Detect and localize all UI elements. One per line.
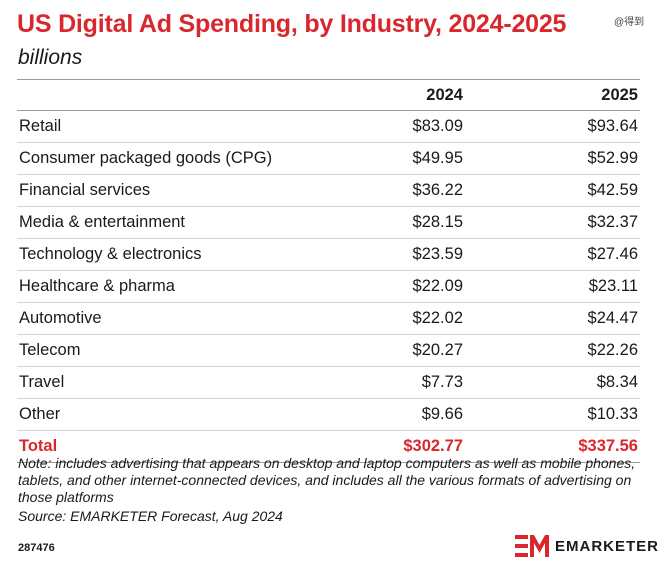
row-2024-value: $9.66 xyxy=(421,405,463,423)
total-2025-value: $337.56 xyxy=(578,437,638,455)
row-2025-value: $24.47 xyxy=(587,309,638,327)
row-label: Automotive xyxy=(19,309,102,327)
row-label: Financial services xyxy=(19,181,151,199)
footnote: Note: includes advertising that appears … xyxy=(18,455,636,505)
row-2024-value: $83.09 xyxy=(412,117,463,135)
source-line: Source: EMARKETER Forecast, Aug 2024 xyxy=(18,508,283,524)
row-2025-value: $93.64 xyxy=(587,117,638,135)
row-2025-value: $42.59 xyxy=(587,181,638,199)
table-row: Other $9.66 $10.33 xyxy=(17,399,640,431)
row-label: Telecom xyxy=(19,341,81,359)
row-2025-value: $32.37 xyxy=(587,213,638,231)
table-row: Financial services $36.22 $42.59 xyxy=(17,175,640,207)
table-row: Technology & electronics $23.59 $27.46 xyxy=(17,239,640,271)
row-2024-value: $22.02 xyxy=(412,309,463,327)
table-top-rule xyxy=(17,79,640,80)
chart-subtitle: billions xyxy=(18,46,83,69)
table-row: Travel $7.73 $8.34 xyxy=(17,367,640,399)
brand-logo: EMARKETER xyxy=(515,534,659,558)
total-2024-value: $302.77 xyxy=(403,437,463,455)
total-label: Total xyxy=(19,437,58,455)
row-2025-value: $52.99 xyxy=(587,149,638,167)
table-row: Retail $83.09 $93.64 xyxy=(17,111,640,143)
row-2025-value: $10.33 xyxy=(587,405,638,423)
chart-title: US Digital Ad Spending, by Industry, 202… xyxy=(17,10,567,38)
row-2024-value: $36.22 xyxy=(412,181,463,199)
row-label: Consumer packaged goods (CPG) xyxy=(19,149,273,167)
table-header-row: 2024 2025 xyxy=(17,80,640,111)
data-table: 2024 2025 Retail $83.09 $93.64 Consumer pac… xyxy=(17,79,640,463)
row-2025-value: $23.11 xyxy=(588,277,638,295)
column-header-2025: 2025 xyxy=(601,86,638,104)
table-row: Automotive $22.02 $24.47 xyxy=(17,303,640,335)
row-2025-value: $8.34 xyxy=(596,373,638,391)
table-row: Telecom $20.27 $22.26 xyxy=(17,335,640,367)
table-body: Retail $83.09 $93.64 Consumer packaged good… xyxy=(17,111,640,431)
emarketer-logo-icon xyxy=(515,535,549,557)
row-label: Technology & electronics xyxy=(19,245,202,263)
row-label: Travel xyxy=(19,373,65,391)
row-2024-value: $20.27 xyxy=(412,341,463,359)
table-total-row: Total $302.77 $337.56 xyxy=(17,431,640,463)
table-row: Media & entertainment $28.15 $32.37 xyxy=(17,207,640,239)
chart-id: 287476 xyxy=(18,542,55,554)
row-2024-value: $49.95 xyxy=(412,149,463,167)
table-row: Healthcare & pharma $22.09 $23.11 xyxy=(17,271,640,303)
row-label: Other xyxy=(19,405,61,423)
brand-name: EMARKETER xyxy=(555,537,660,555)
row-label: Retail xyxy=(19,117,62,135)
column-header-2024: 2024 xyxy=(426,86,463,104)
watermark: @得到 xyxy=(614,17,645,28)
row-label: Media & entertainment xyxy=(19,213,186,231)
row-2024-value: $28.15 xyxy=(412,213,463,231)
row-2024-value: $23.59 xyxy=(412,245,463,263)
row-2024-value: $22.09 xyxy=(412,277,463,295)
table-row: Consumer packaged goods (CPG) $49.95 $52.9… xyxy=(17,143,640,175)
row-2025-value: $27.46 xyxy=(587,245,638,263)
row-label: Healthcare & pharma xyxy=(19,277,175,295)
row-2025-value: $22.26 xyxy=(587,341,638,359)
row-2024-value: $7.73 xyxy=(421,373,463,391)
